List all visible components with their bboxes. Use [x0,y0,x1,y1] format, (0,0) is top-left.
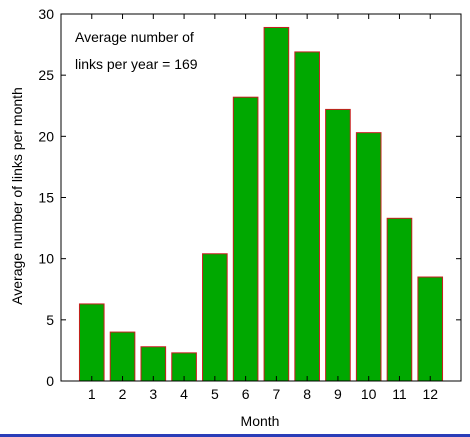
x-tick-label-1: 1 [88,386,96,402]
x-tick-label-5: 5 [211,386,219,402]
x-tick-label-4: 4 [180,386,188,402]
x-tick-label-11: 11 [392,386,407,402]
bar-month-11 [386,217,413,382]
y-tick-label-5: 5 [46,312,54,328]
x-tick-label-6: 6 [242,386,250,402]
bar-month-12 [417,276,444,382]
bottom-rule [0,434,470,437]
y-axis-label: Average number of links per month [9,87,25,305]
y-tick-label-0: 0 [46,373,54,389]
x-tick-label-3: 3 [149,386,157,402]
annotation-line-1: Average number of [75,29,194,45]
bar-month-2 [109,331,136,382]
bar-month-1 [78,303,105,382]
bar-month-7 [263,26,290,382]
bars [78,26,444,382]
x-tick-label-9: 9 [334,386,342,402]
x-tick-label-7: 7 [272,386,280,402]
bar-month-10 [355,132,382,382]
x-axis-label: Month [241,413,280,429]
bar-month-9 [325,108,351,382]
y-tick-label-20: 20 [38,128,54,144]
bar-month-6 [232,96,259,382]
y-tick-label-30: 30 [38,6,54,22]
axes [60,13,462,382]
y-tick-label-15: 15 [38,190,54,206]
y-tick-label-10: 10 [38,251,54,267]
annotation-line-2: links per year = 169 [75,56,198,72]
x-tick-label-2: 2 [119,386,127,402]
y-tick-label-25: 25 [38,67,54,83]
bar-month-8 [294,51,320,382]
x-tick-label-10: 10 [361,386,377,402]
bar-month-5 [202,253,228,382]
x-tick-label-8: 8 [303,386,311,402]
bar-month-3 [140,346,167,382]
x-tick-label-12: 12 [422,386,438,402]
